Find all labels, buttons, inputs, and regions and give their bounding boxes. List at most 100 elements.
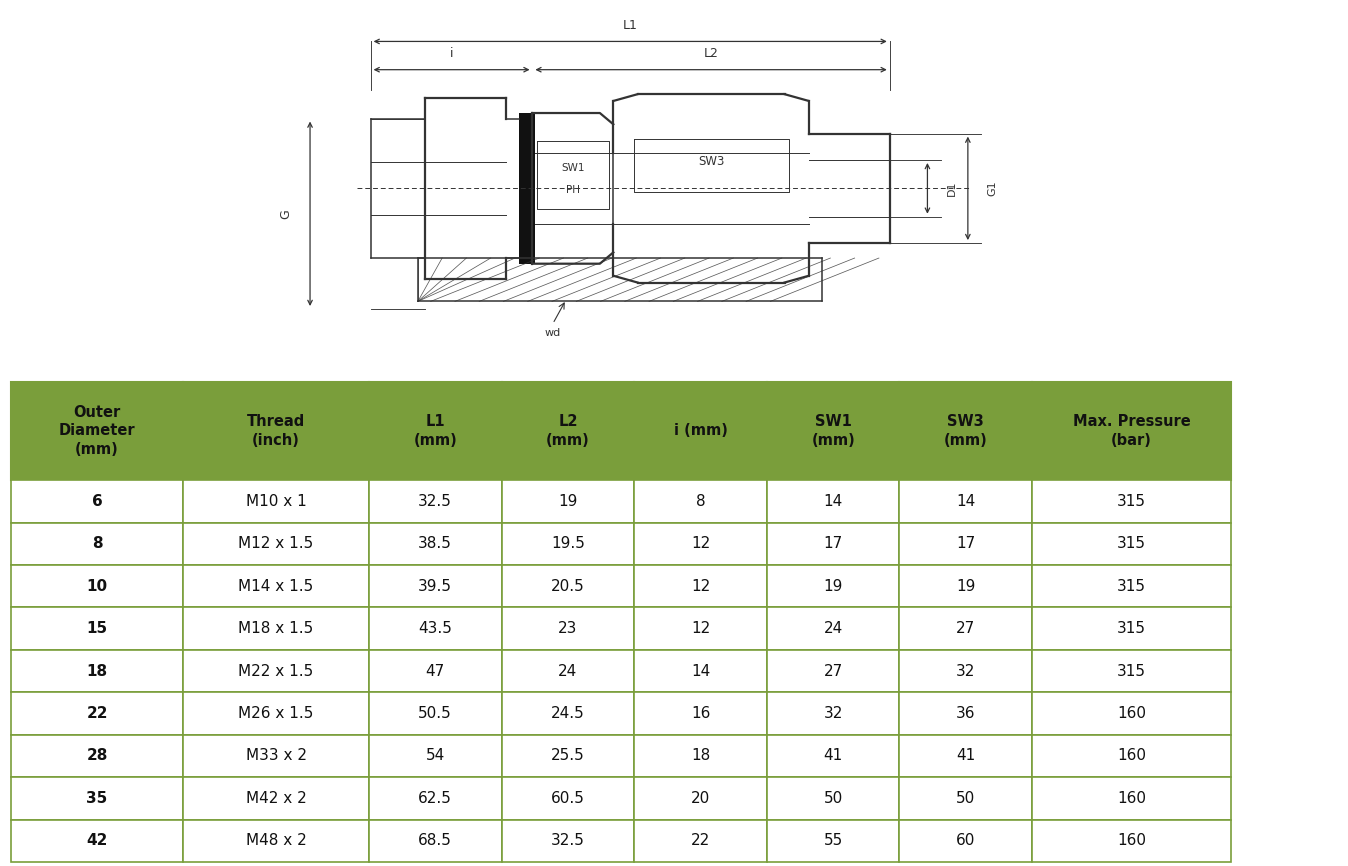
- Bar: [501, 692, 634, 734]
- Text: M18 x 1.5: M18 x 1.5: [239, 621, 314, 637]
- Bar: [183, 692, 369, 734]
- Bar: [767, 480, 899, 522]
- Text: 14: 14: [824, 494, 842, 509]
- Bar: [369, 382, 501, 480]
- Bar: [767, 734, 899, 777]
- Bar: [1033, 607, 1231, 650]
- Bar: [11, 480, 183, 522]
- Bar: [183, 819, 369, 862]
- Text: 22: 22: [692, 833, 710, 849]
- Bar: [1033, 692, 1231, 734]
- Text: 12: 12: [692, 536, 710, 552]
- Text: 55: 55: [824, 833, 842, 849]
- Bar: [11, 565, 183, 607]
- Text: M10 x 1: M10 x 1: [245, 494, 306, 509]
- Bar: [11, 650, 183, 692]
- Text: M22 x 1.5: M22 x 1.5: [239, 663, 314, 679]
- Bar: [767, 650, 899, 692]
- Bar: [11, 734, 183, 777]
- Text: L2
(mm): L2 (mm): [546, 414, 590, 448]
- Text: M12 x 1.5: M12 x 1.5: [239, 536, 314, 552]
- Text: 50.5: 50.5: [418, 706, 452, 721]
- Text: SW3
(mm): SW3 (mm): [944, 414, 988, 448]
- Text: 16: 16: [690, 706, 710, 721]
- Bar: [183, 777, 369, 819]
- Text: 20: 20: [692, 791, 710, 806]
- Bar: [369, 607, 501, 650]
- Bar: [11, 692, 183, 734]
- Text: 8: 8: [92, 536, 102, 552]
- Bar: [634, 480, 767, 522]
- Bar: [767, 382, 899, 480]
- Bar: [501, 650, 634, 692]
- Bar: [183, 480, 369, 522]
- Bar: [899, 777, 1033, 819]
- Bar: [1033, 777, 1231, 819]
- Text: 47: 47: [426, 663, 445, 679]
- Text: 68.5: 68.5: [418, 833, 452, 849]
- Text: 15: 15: [86, 621, 108, 637]
- Text: 6: 6: [92, 494, 102, 509]
- Text: 60: 60: [956, 833, 976, 849]
- Bar: [369, 819, 501, 862]
- Text: D1: D1: [946, 181, 957, 196]
- Bar: [11, 607, 183, 650]
- Text: Thread
(inch): Thread (inch): [247, 414, 305, 448]
- Bar: [1033, 734, 1231, 777]
- Text: wd: wd: [545, 327, 561, 338]
- Text: M42 x 2: M42 x 2: [245, 791, 306, 806]
- Bar: [1033, 565, 1231, 607]
- Text: 12: 12: [692, 578, 710, 594]
- Bar: [634, 522, 767, 565]
- Bar: [634, 819, 767, 862]
- Text: 315: 315: [1117, 663, 1146, 679]
- Bar: [767, 819, 899, 862]
- Bar: [183, 522, 369, 565]
- Bar: [369, 480, 501, 522]
- Bar: [1033, 382, 1231, 480]
- Text: 19: 19: [824, 578, 842, 594]
- Bar: [501, 480, 634, 522]
- Text: 35: 35: [86, 791, 108, 806]
- Bar: [11, 382, 183, 480]
- Bar: [183, 734, 369, 777]
- Text: 14: 14: [956, 494, 976, 509]
- Text: 38.5: 38.5: [418, 536, 452, 552]
- Bar: [183, 650, 369, 692]
- Text: PH: PH: [566, 185, 580, 195]
- Text: 50: 50: [824, 791, 842, 806]
- Text: 50: 50: [956, 791, 976, 806]
- Bar: [767, 607, 899, 650]
- Text: L2: L2: [704, 48, 718, 61]
- Text: G1: G1: [987, 180, 998, 197]
- Bar: [899, 692, 1033, 734]
- Text: 17: 17: [956, 536, 976, 552]
- Bar: [767, 692, 899, 734]
- Text: M26 x 1.5: M26 x 1.5: [239, 706, 314, 721]
- Bar: [369, 565, 501, 607]
- Text: Max. Pressure
(bar): Max. Pressure (bar): [1073, 414, 1190, 448]
- Bar: [501, 382, 634, 480]
- Text: i (mm): i (mm): [674, 423, 728, 438]
- Text: 62.5: 62.5: [418, 791, 452, 806]
- Text: 41: 41: [824, 748, 842, 764]
- Text: 18: 18: [86, 663, 108, 679]
- Text: 39.5: 39.5: [418, 578, 452, 594]
- Text: 32: 32: [956, 663, 976, 679]
- Bar: [369, 692, 501, 734]
- Text: 14: 14: [692, 663, 710, 679]
- Bar: [899, 382, 1033, 480]
- Text: M14 x 1.5: M14 x 1.5: [239, 578, 314, 594]
- Bar: [501, 734, 634, 777]
- Text: 32.5: 32.5: [551, 833, 585, 849]
- Text: 22: 22: [86, 706, 108, 721]
- Text: L1: L1: [623, 19, 638, 32]
- Text: i: i: [450, 48, 453, 61]
- Text: 8: 8: [696, 494, 705, 509]
- Text: SW1
(mm): SW1 (mm): [811, 414, 855, 448]
- Bar: [899, 607, 1033, 650]
- Bar: [11, 522, 183, 565]
- Text: 19.5: 19.5: [551, 536, 585, 552]
- Bar: [634, 565, 767, 607]
- Text: SW1: SW1: [561, 163, 585, 172]
